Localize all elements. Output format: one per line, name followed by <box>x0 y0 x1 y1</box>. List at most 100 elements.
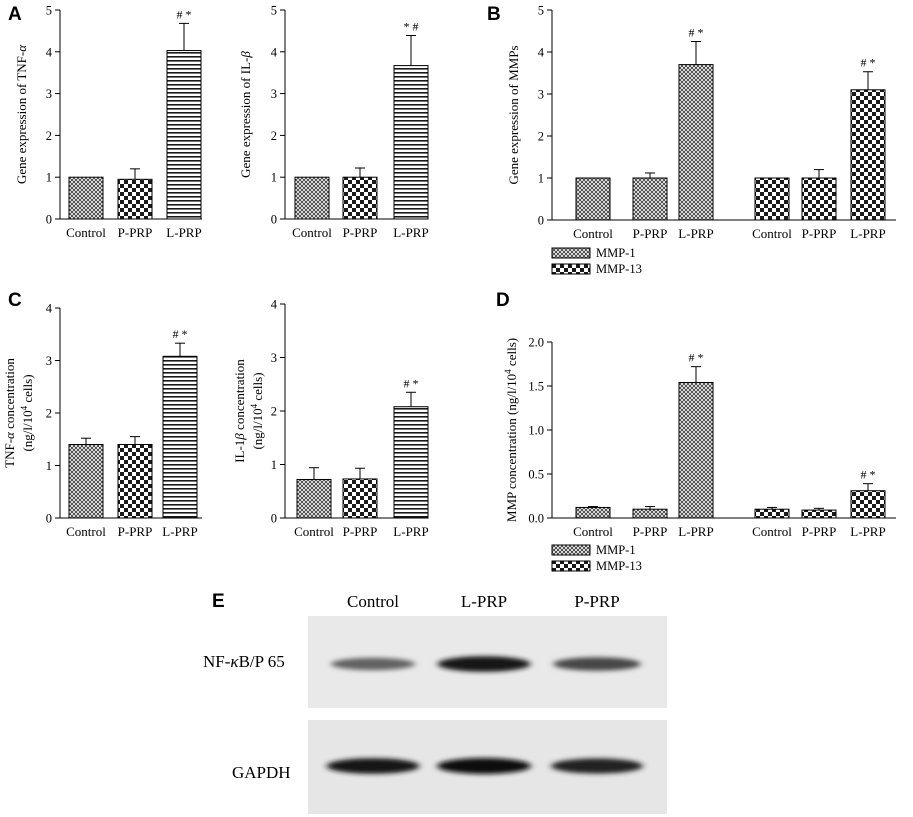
y-axis-label: Gene expression of TNF-α <box>14 44 29 184</box>
legend-swatch <box>551 263 591 275</box>
y-tick-label: 0 <box>46 213 52 227</box>
y-tick-label: 3 <box>271 87 277 101</box>
x-tick-label: P-PRP <box>343 225 378 240</box>
bar <box>162 355 198 519</box>
panel-letter-c: C <box>8 290 22 311</box>
y-axis-label: MMP concentration (ng/l/104 cells) <box>503 338 519 522</box>
bar <box>678 381 714 519</box>
panel-letter-b: B <box>487 4 501 25</box>
bar <box>68 176 104 220</box>
y-tick-label: 0 <box>538 214 544 228</box>
x-tick-label: Control <box>292 225 332 240</box>
bar <box>296 478 332 519</box>
bar <box>117 444 153 519</box>
x-tick-label: Control <box>66 524 106 539</box>
x-tick-label: P-PRP <box>118 225 153 240</box>
y-axis-label-line2: (ng/l/104 cells) <box>249 372 265 449</box>
y-tick-label: 2.0 <box>528 336 544 350</box>
y-tick-label: 5 <box>538 4 544 18</box>
bar <box>166 50 202 220</box>
blot-band <box>437 656 531 672</box>
y-tick-label: 4 <box>538 46 545 60</box>
blot-band <box>326 758 420 774</box>
y-tick-label: 0 <box>271 512 277 526</box>
blot-row-label-gapdh: GAPDH <box>232 763 291 782</box>
x-tick-label: L-PRP <box>393 225 428 240</box>
significance-annotation: # * <box>689 26 704 40</box>
x-tick-label: Control <box>573 524 613 539</box>
charts-layer: 0 1 2 3 4 5 Gene expression of TNF-α Control P-P… <box>2 4 896 573</box>
bar <box>801 509 837 519</box>
western-blot: Control L-PRP P-PRP NF-κB/P 65 GAPDH <box>203 592 667 814</box>
bar <box>850 89 886 221</box>
x-tick-label: L-PRP <box>850 524 885 539</box>
blot-lane-label: Control <box>347 592 399 611</box>
x-tick-label: P-PRP <box>633 226 668 241</box>
bar <box>575 177 611 221</box>
significance-annotation: # * <box>173 327 188 341</box>
significance-annotation: # * <box>689 351 704 365</box>
y-axis-label: TNF-α concentration <box>2 358 17 468</box>
bar <box>294 176 330 220</box>
bar <box>68 444 104 519</box>
y-tick-label: 1 <box>46 459 52 473</box>
x-tick-label: L-PRP <box>393 524 428 539</box>
significance-annotation: # * <box>861 468 876 482</box>
legend-swatch <box>551 560 591 572</box>
y-tick-label: 4 <box>46 302 53 316</box>
y-tick-label: 1 <box>538 172 544 186</box>
panel-letter-e: E <box>212 591 225 612</box>
y-tick-label: 1 <box>271 458 277 472</box>
y-tick-label: 0 <box>46 512 52 526</box>
bar <box>754 508 790 519</box>
y-axis-label-line2: (ng/l/104 cells) <box>19 374 35 451</box>
x-tick-label: Control <box>294 524 334 539</box>
y-tick-label: 1.5 <box>528 380 544 394</box>
blot-row-label-nfkb: NF-κB/P 65 <box>203 652 285 671</box>
y-tick-label: 2 <box>46 129 52 143</box>
blot-lane-label: P-PRP <box>574 592 619 611</box>
x-tick-label: Control <box>573 226 613 241</box>
y-tick-label: 5 <box>271 4 277 18</box>
x-tick-label: Control <box>66 225 106 240</box>
y-axis-label: Gene expression of MMPs <box>506 45 521 184</box>
y-tick-label: 0.0 <box>528 512 544 526</box>
y-axis-label: IL-1β concentration <box>232 359 247 463</box>
y-tick-label: 4 <box>46 45 53 59</box>
y-tick-label: 2 <box>538 130 544 144</box>
legend-label: MMP-1 <box>596 543 636 557</box>
x-tick-label: P-PRP <box>802 524 837 539</box>
x-tick-label: P-PRP <box>343 524 378 539</box>
y-tick-label: 1 <box>271 171 277 185</box>
bar <box>754 177 790 221</box>
panel-letter-a: A <box>8 4 22 25</box>
y-tick-label: 3 <box>271 351 277 365</box>
significance-annotation: # * <box>177 7 192 21</box>
blot-band <box>553 657 641 671</box>
y-tick-label: 2 <box>46 407 52 421</box>
blot-band <box>330 657 416 671</box>
y-tick-label: 4 <box>271 298 278 312</box>
y-tick-label: 0.5 <box>528 468 544 482</box>
bar <box>632 177 668 221</box>
x-tick-label: P-PRP <box>633 524 668 539</box>
bar <box>393 406 429 519</box>
x-tick-label: Control <box>752 226 792 241</box>
bar <box>117 178 153 220</box>
x-tick-label: P-PRP <box>118 524 153 539</box>
x-tick-label: L-PRP <box>678 226 713 241</box>
x-tick-label: P-PRP <box>802 226 837 241</box>
bar <box>342 478 378 519</box>
bar <box>678 64 714 221</box>
significance-annotation: * # <box>404 19 419 33</box>
significance-annotation: # * <box>404 376 419 390</box>
y-tick-label: 2 <box>271 405 277 419</box>
bar <box>801 177 837 221</box>
panel-letter-d: D <box>496 290 510 311</box>
y-axis-label: Gene expression of IL-β <box>238 51 253 178</box>
x-tick-label: L-PRP <box>166 225 201 240</box>
legend-label: MMP-13 <box>596 262 642 276</box>
y-tick-label: 3 <box>46 354 52 368</box>
significance-annotation: # * <box>861 56 876 70</box>
blot-band <box>551 758 643 774</box>
